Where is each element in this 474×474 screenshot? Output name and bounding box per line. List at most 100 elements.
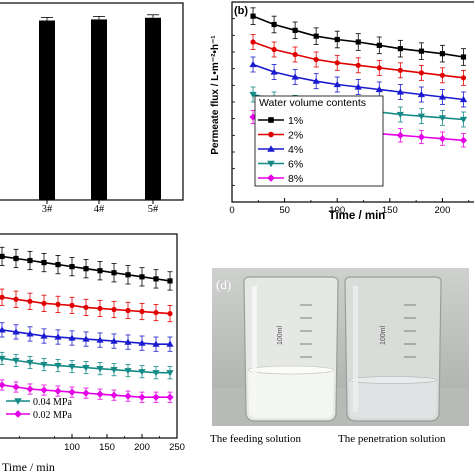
panel-a-bar xyxy=(39,20,55,201)
panel-a-bar xyxy=(145,17,161,201)
panel-b-data-point xyxy=(396,131,404,139)
panel-b-flux-chart: 0 50 100 150 200 Time / min Permeate flux / L•… xyxy=(210,1,474,222)
panel-b-data-point xyxy=(418,70,424,76)
panel-a-frame xyxy=(0,2,184,201)
panel-b-data-point xyxy=(354,83,362,90)
panel-b-data-point xyxy=(271,21,277,28)
panel-c-data-point xyxy=(68,388,76,396)
panel-b-data-point xyxy=(375,85,383,93)
panel-b-data-point xyxy=(439,72,446,78)
panel-c-data-point xyxy=(0,381,6,389)
panel-c-frame xyxy=(0,233,178,439)
panel-c-data-point xyxy=(41,259,47,266)
right-beaker-print: 100ml xyxy=(380,325,387,345)
panel-b-data-point xyxy=(270,68,278,75)
panel-b-legend-marker xyxy=(267,174,275,182)
panel-c-data-point xyxy=(83,266,89,272)
panel-c-legend-marker xyxy=(14,410,22,418)
panel-c-data-point xyxy=(166,370,174,377)
panel-c-data-point xyxy=(110,367,118,374)
panel-c-data-point xyxy=(68,364,76,371)
panel-c-data-point xyxy=(111,270,117,276)
right-beaker-liquid xyxy=(349,380,437,418)
left-liquid-surface xyxy=(247,365,335,375)
panel-c-data-point xyxy=(13,255,19,262)
panel-c-data-point xyxy=(26,385,34,393)
panel-b-x-tick-label: 0 xyxy=(229,205,234,216)
panel-b-legend-label: 6% xyxy=(288,159,303,171)
panel-c-data-point xyxy=(54,387,62,395)
panel-b-x-axis-label: Time / min xyxy=(329,210,386,222)
panel-c-data-point xyxy=(125,272,131,278)
panel-c-data-point xyxy=(0,253,5,260)
panel-d-label: (d) xyxy=(216,277,231,292)
panel-b-x-tick-label: 150 xyxy=(382,205,398,216)
panel-b-data-point xyxy=(417,133,425,141)
panel-b-legend-label: 4% xyxy=(288,144,303,156)
photo-caption-feeding: The feeding solution xyxy=(210,433,302,445)
panel-c-data-point xyxy=(40,361,48,369)
panel-c-x-tick-label: 150 xyxy=(99,442,115,453)
panel-c-data-point xyxy=(138,339,146,346)
left-beaker-print: 100ml xyxy=(277,325,284,345)
panel-b-data-point xyxy=(417,113,425,120)
panel-b-legend-marker xyxy=(267,145,275,152)
panel-b-data-point xyxy=(292,27,298,33)
panel-b-data-point xyxy=(397,46,403,52)
panel-c-data-point xyxy=(41,300,47,306)
left-beaker-liquid xyxy=(248,370,334,418)
panel-b-data-point xyxy=(313,56,319,63)
panel-c-data-point xyxy=(138,393,146,401)
panel-b-data-point xyxy=(376,65,382,71)
panel-b-data-point xyxy=(249,91,257,99)
panel-b-data-point xyxy=(438,135,447,143)
panel-b-data-point xyxy=(376,42,382,48)
panel-b-data-point xyxy=(396,88,404,95)
panel-c-data-point xyxy=(97,268,103,274)
panel-b-data-point xyxy=(438,93,447,100)
panel-c-data-point xyxy=(55,262,61,268)
panel-c-data-point xyxy=(139,274,145,280)
panel-c-data-point xyxy=(69,302,75,308)
panel-b-data-point xyxy=(312,77,320,84)
panel-b-data-point xyxy=(439,51,446,57)
panel-c-data-point xyxy=(124,338,132,345)
panel-c-data-point xyxy=(152,340,160,347)
panel-b-legend-box xyxy=(254,95,384,187)
panel-c-data-point xyxy=(27,298,33,304)
panel-b-data-point xyxy=(250,13,256,19)
panel-c-data-point xyxy=(26,330,34,337)
panel-b-data-point xyxy=(334,60,340,66)
panel-c-data-point xyxy=(124,368,132,375)
panel-c-data-point xyxy=(0,326,6,333)
right-liquid-surface xyxy=(348,376,438,384)
panel-c-data-point xyxy=(12,357,20,365)
panel-c-legend-marker xyxy=(14,398,22,405)
panel-c-legend-label: 0.02 MPa xyxy=(33,410,72,421)
left-beaker-glare xyxy=(252,286,257,412)
panel-b-data-point xyxy=(459,116,468,124)
panel-c-data-point xyxy=(111,306,117,313)
panel-b-data-point xyxy=(438,115,447,122)
panel-c-data-point xyxy=(97,305,103,312)
panel-c-data-point xyxy=(110,337,118,344)
panel-b-data-point xyxy=(250,39,256,45)
panel-c-data-point xyxy=(153,309,159,316)
panel-b-x-tick-label: 200 xyxy=(435,205,451,216)
panel-b-data-point xyxy=(291,73,299,80)
panel-b-data-point xyxy=(249,60,257,68)
panel-c-data-point xyxy=(139,308,145,315)
panel-b-data-point xyxy=(418,48,424,54)
panel-b-data-point xyxy=(355,62,361,68)
panel-b-data-point xyxy=(459,136,468,144)
panel-b-data-point xyxy=(355,39,361,45)
panel-a-bar xyxy=(91,19,107,200)
panel-c-data-point xyxy=(153,276,159,282)
panel-b-x-tick-label: 100 xyxy=(329,205,345,216)
panel-c-data-point xyxy=(0,355,6,363)
panel-c-data-point xyxy=(124,392,132,400)
panel-b-data-point xyxy=(334,36,340,43)
panel-c-data-point xyxy=(40,386,48,394)
panel-a-tick-label: 3# xyxy=(42,204,53,215)
panel-b-legend-marker xyxy=(268,117,274,123)
